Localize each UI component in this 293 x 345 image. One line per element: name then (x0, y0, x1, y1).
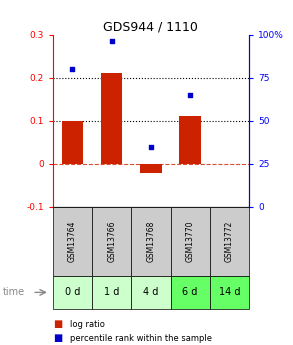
Point (188, 92, 193, 98)
Text: ■: ■ (53, 333, 62, 343)
Text: GSM13770: GSM13770 (186, 221, 195, 262)
Point (70, 66, 75, 72)
Text: time: time (3, 287, 25, 297)
Bar (101, 73, 122, 164)
Text: GSM13764: GSM13764 (68, 221, 77, 262)
Title: GDS944 / 1110: GDS944 / 1110 (103, 20, 198, 33)
Bar (62, 121, 83, 164)
Text: 14 d: 14 d (219, 287, 240, 297)
Bar (140, 164, 162, 172)
Text: 1 d: 1 d (104, 287, 119, 297)
Text: GSM13772: GSM13772 (225, 221, 234, 262)
Text: log ratio: log ratio (70, 320, 105, 329)
Text: GSM13766: GSM13766 (107, 221, 116, 262)
Text: 6 d: 6 d (183, 287, 198, 297)
Point (149, 144, 153, 149)
Text: GSM13768: GSM13768 (146, 221, 155, 262)
Text: percentile rank within the sample: percentile rank within the sample (70, 334, 212, 343)
Point (109, 39, 114, 44)
Bar (179, 117, 201, 164)
Text: 4 d: 4 d (143, 287, 159, 297)
Text: ■: ■ (53, 319, 62, 329)
Text: 0 d: 0 d (65, 287, 80, 297)
